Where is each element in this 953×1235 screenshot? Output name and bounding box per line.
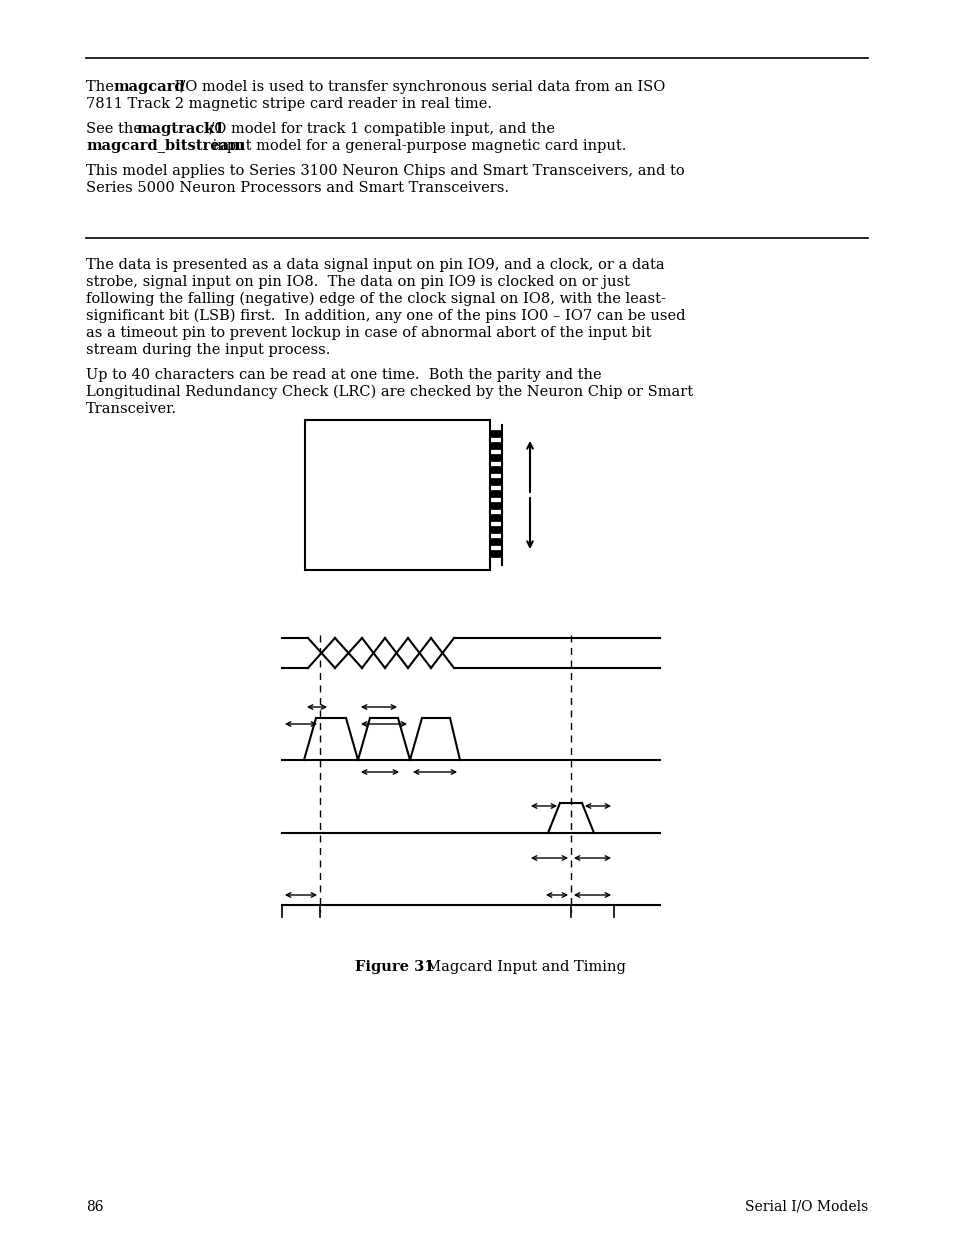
Text: Up to 40 characters can be read at one time.  Both the parity and the: Up to 40 characters can be read at one t… — [86, 368, 601, 382]
Bar — [490, 430, 501, 437]
Bar — [490, 478, 501, 485]
Bar — [490, 526, 501, 534]
Text: strobe, signal input on pin IO8.  The data on pin IO9 is clocked on or just: strobe, signal input on pin IO8. The dat… — [86, 275, 629, 289]
Text: magtrack1: magtrack1 — [136, 122, 224, 136]
Bar — [490, 550, 501, 557]
Bar — [490, 442, 501, 450]
Text: Transceiver.: Transceiver. — [86, 403, 177, 416]
Bar — [490, 466, 501, 473]
Text: stream during the input process.: stream during the input process. — [86, 343, 330, 357]
Text: 86: 86 — [86, 1200, 103, 1214]
Bar — [490, 454, 501, 461]
Bar — [490, 501, 501, 509]
Text: Longitudinal Redundancy Check (LRC) are checked by the Neuron Chip or Smart: Longitudinal Redundancy Check (LRC) are … — [86, 385, 693, 399]
Bar — [490, 490, 501, 496]
Text: following the falling (negative) edge of the clock signal on IO8, with the least: following the falling (negative) edge of… — [86, 291, 665, 306]
Text: 7811 Track 2 magnetic stripe card reader in real time.: 7811 Track 2 magnetic stripe card reader… — [86, 98, 492, 111]
Text: Series 5000 Neuron Processors and Smart Transceivers.: Series 5000 Neuron Processors and Smart … — [86, 182, 509, 195]
Text: as a timeout pin to prevent lockup in case of abnormal abort of the input bit: as a timeout pin to prevent lockup in ca… — [86, 326, 651, 340]
Bar — [490, 514, 501, 521]
Text: significant bit (LSB) first.  In addition, any one of the pins IO0 – IO7 can be : significant bit (LSB) first. In addition… — [86, 309, 685, 324]
Text: magcard: magcard — [112, 80, 185, 94]
Text: The data is presented as a data signal input on pin IO9, and a clock, or a data: The data is presented as a data signal i… — [86, 258, 664, 272]
Text: The: The — [86, 80, 118, 94]
Text: I/O model for track 1 compatible input, and the: I/O model for track 1 compatible input, … — [199, 122, 555, 136]
Text: . Magcard Input and Timing: . Magcard Input and Timing — [416, 960, 625, 974]
Text: I/O model is used to transfer synchronous serial data from an ISO: I/O model is used to transfer synchronou… — [170, 80, 664, 94]
Text: magcard_bitstream: magcard_bitstream — [86, 140, 244, 153]
Bar — [490, 538, 501, 545]
Text: This model applies to Series 3100 Neuron Chips and Smart Transceivers, and to: This model applies to Series 3100 Neuron… — [86, 164, 684, 178]
Text: Figure 31: Figure 31 — [355, 960, 434, 974]
Text: Serial I/O Models: Serial I/O Models — [744, 1200, 867, 1214]
Text: input model for a general-purpose magnetic card input.: input model for a general-purpose magnet… — [208, 140, 626, 153]
Text: See the: See the — [86, 122, 147, 136]
Bar — [305, 420, 490, 571]
